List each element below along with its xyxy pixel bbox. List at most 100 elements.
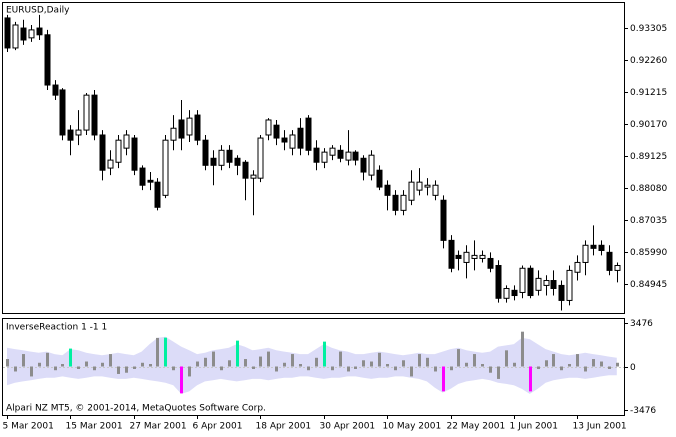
y-tick-label: 0.93305 bbox=[630, 24, 667, 34]
candle-body bbox=[527, 267, 534, 297]
candle-body bbox=[52, 84, 59, 96]
y-tick-label: 0.92260 bbox=[630, 56, 667, 66]
candle-body bbox=[123, 134, 130, 149]
candle-body bbox=[91, 94, 98, 136]
candle-body bbox=[598, 244, 605, 251]
histogram-bar bbox=[77, 366, 80, 369]
histogram-bar bbox=[299, 364, 302, 367]
candle-body bbox=[455, 254, 462, 259]
histogram-bar bbox=[529, 366, 532, 392]
candle-body bbox=[210, 157, 217, 166]
histogram-bar bbox=[117, 366, 120, 374]
histogram-bar bbox=[259, 356, 262, 367]
histogram-bar bbox=[560, 366, 563, 371]
histogram-bar bbox=[180, 366, 183, 394]
candle-body bbox=[566, 269, 573, 301]
histogram-bar bbox=[133, 366, 136, 369]
candle-body bbox=[337, 149, 344, 159]
histogram-bar bbox=[608, 366, 611, 369]
candle-body bbox=[20, 27, 27, 41]
candle-body bbox=[329, 147, 336, 156]
candle-body bbox=[162, 139, 169, 196]
y-tick-label: 0.87035 bbox=[630, 216, 667, 226]
histogram-bar bbox=[93, 366, 96, 371]
candle-body bbox=[582, 244, 589, 263]
histogram-bar bbox=[537, 366, 540, 369]
candle-body bbox=[424, 184, 431, 188]
candle-body bbox=[384, 184, 391, 196]
x-tick-label: 27 Mar 2001 bbox=[130, 422, 187, 432]
candle-body bbox=[614, 265, 621, 271]
x-tick-label: 18 Apr 2001 bbox=[256, 422, 312, 432]
histogram-bar bbox=[220, 366, 223, 371]
marks bbox=[4, 14, 621, 394]
histogram-bar bbox=[54, 366, 57, 371]
candle-body bbox=[131, 137, 138, 171]
histogram-bar bbox=[38, 362, 41, 367]
candle-body bbox=[305, 117, 312, 151]
band-layer bbox=[3, 336, 624, 394]
candle-body bbox=[345, 151, 352, 161]
candle-body bbox=[471, 254, 478, 259]
y-tick-label: 0.85990 bbox=[630, 248, 667, 258]
histogram-bar bbox=[457, 349, 460, 367]
histogram-bar bbox=[552, 354, 555, 367]
y-tick-label: 0.89125 bbox=[630, 152, 667, 162]
histogram-bar bbox=[204, 357, 207, 367]
candle-body bbox=[218, 149, 225, 166]
candle-body bbox=[202, 139, 209, 166]
chart-title: EURUSD,Daily bbox=[6, 6, 70, 16]
histogram-bar bbox=[85, 361, 88, 367]
histogram-bar bbox=[576, 354, 579, 367]
histogram-bar bbox=[69, 348, 72, 367]
candle-body bbox=[574, 261, 581, 273]
candle-body bbox=[487, 257, 494, 269]
histogram-bar bbox=[354, 366, 357, 369]
candle-body bbox=[178, 119, 185, 139]
x-tick-label: 13 Jun 2001 bbox=[573, 422, 627, 432]
histogram-bar bbox=[6, 359, 9, 367]
candle-body bbox=[139, 167, 146, 186]
y-tick-label: 0.90170 bbox=[630, 120, 667, 130]
y-tick-label: 0 bbox=[630, 363, 636, 373]
candle-body bbox=[99, 134, 106, 171]
histogram-bar bbox=[188, 366, 191, 377]
candle-body bbox=[44, 34, 51, 86]
candle-body bbox=[234, 157, 241, 166]
histogram-bar bbox=[568, 364, 571, 367]
indicator-title: InverseReaction 1 -1 1 bbox=[6, 323, 107, 333]
candle-body bbox=[281, 137, 288, 143]
candle-body bbox=[12, 24, 19, 49]
histogram-bar bbox=[244, 359, 247, 367]
histogram-bar bbox=[442, 366, 445, 392]
candle-body bbox=[368, 154, 375, 176]
histogram-bar bbox=[267, 351, 270, 367]
histogram-bar bbox=[291, 354, 294, 367]
candle-body bbox=[67, 129, 74, 141]
histogram-bar bbox=[307, 366, 310, 371]
histogram-bar bbox=[125, 366, 128, 373]
candle-body bbox=[511, 289, 518, 297]
candle-body bbox=[408, 181, 415, 201]
histogram-bar bbox=[465, 362, 468, 367]
candle-body bbox=[226, 149, 233, 163]
histogram-bar bbox=[172, 366, 175, 371]
candle-body bbox=[543, 280, 550, 286]
candle-body bbox=[289, 134, 296, 149]
histogram-bar bbox=[584, 366, 587, 372]
candle-body bbox=[273, 124, 280, 139]
histogram-bar bbox=[331, 366, 334, 371]
histogram-bar bbox=[481, 364, 484, 367]
histogram-bar bbox=[212, 351, 215, 367]
x-tick-label: 15 Mar 2001 bbox=[66, 422, 123, 432]
histogram-bar bbox=[370, 361, 373, 367]
candle-body bbox=[535, 277, 542, 291]
histogram-bar bbox=[164, 337, 167, 367]
histogram-bar bbox=[592, 359, 595, 367]
histogram-bar bbox=[14, 366, 17, 372]
histogram-bar bbox=[394, 366, 397, 371]
histogram-bar bbox=[196, 361, 199, 367]
histogram-bar bbox=[362, 360, 365, 367]
histogram-bar bbox=[450, 366, 453, 371]
histogram-bar bbox=[323, 341, 326, 367]
